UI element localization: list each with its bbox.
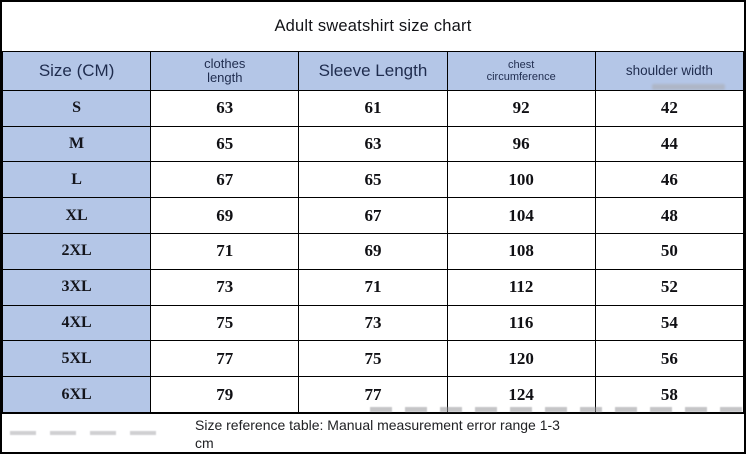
size-cell: 2XL — [2, 233, 152, 270]
clothes-length-cell: 67 — [150, 161, 300, 199]
chest-circumference-cell: 124 — [446, 376, 596, 413]
table-row: M 65 63 96 44 — [2, 125, 744, 163]
chest-circumference-cell: 100 — [446, 161, 596, 199]
table-row: 6XL 79 77 124 58 — [2, 376, 744, 413]
column-header-sleeve-length: Sleeve Length — [298, 50, 448, 91]
chest-circumference-cell: 120 — [446, 340, 596, 378]
chest-circumference-cell: 116 — [446, 304, 596, 342]
page-title: Adult sweatshirt size chart — [274, 16, 472, 35]
clothes-length-cell: 63 — [150, 89, 300, 127]
shoulder-width-cell: 46 — [594, 161, 744, 199]
size-cell: 4XL — [2, 304, 152, 342]
column-header-clothes-length-label: clothes length — [204, 55, 246, 85]
table-row: XL 69 67 104 48 — [2, 197, 744, 235]
sleeve-length-cell: 67 — [298, 197, 448, 235]
size-cell: 5XL — [2, 340, 152, 378]
column-header-clothes-length: clothes length — [150, 50, 300, 91]
size-cell: L — [2, 161, 152, 199]
table-header: Size (CM) clothes length Sleeve Length c… — [2, 50, 744, 91]
column-header-chest-circumference-label: chest circumference — [486, 58, 556, 83]
shoulder-width-cell: 54 — [594, 304, 744, 342]
table-row: 3XL 73 71 112 52 — [2, 268, 744, 306]
shoulder-width-cell: 52 — [594, 268, 744, 306]
sleeve-length-cell: 69 — [298, 233, 448, 270]
sleeve-length-cell: 73 — [298, 304, 448, 342]
header-row: Size (CM) clothes length Sleeve Length c… — [2, 50, 744, 91]
chest-circumference-cell: 92 — [446, 89, 596, 127]
sleeve-length-cell: 77 — [298, 376, 448, 413]
table-row: 5XL 77 75 120 56 — [2, 340, 744, 378]
column-header-chest-circumference: chest circumference — [446, 50, 596, 91]
table-row: L 67 65 100 46 — [2, 161, 744, 199]
column-header-shoulder-width-label: shoulder width — [625, 62, 713, 78]
table-row: S 63 61 92 42 — [2, 89, 744, 127]
column-header-size: Size (CM) — [2, 50, 152, 91]
chest-circumference-cell: 108 — [446, 233, 596, 270]
footer-note: Size reference table: Manual measurement… — [195, 417, 560, 451]
chest-circumference-cell: 104 — [446, 197, 596, 235]
size-table: Size (CM) clothes length Sleeve Length c… — [2, 50, 744, 413]
title-bar: Adult sweatshirt size chart — [2, 2, 744, 51]
watermark-smudge — [651, 83, 725, 90]
clothes-length-cell: 65 — [150, 125, 300, 163]
shoulder-width-cell: 48 — [594, 197, 744, 235]
clothes-length-cell: 77 — [150, 340, 300, 378]
column-header-sleeve-length-label: Sleeve Length — [318, 60, 428, 80]
column-header-shoulder-width: shoulder width — [594, 50, 744, 91]
table-row: 2XL 71 69 108 50 — [2, 233, 744, 270]
clothes-length-cell: 75 — [150, 304, 300, 342]
clothes-length-cell: 73 — [150, 268, 300, 306]
shoulder-width-cell: 44 — [594, 125, 744, 163]
clothes-length-cell: 69 — [150, 197, 300, 235]
table-row: 4XL 75 73 116 54 — [2, 304, 744, 342]
chest-circumference-cell: 96 — [446, 125, 596, 163]
size-cell: 3XL — [2, 268, 152, 306]
shoulder-width-cell: 42 — [594, 89, 744, 127]
shoulder-width-cell: 50 — [594, 233, 744, 270]
table-body: S 63 61 92 42 M 65 63 96 44 L 67 65 100 … — [2, 89, 744, 413]
size-cell: S — [2, 89, 152, 127]
shoulder-width-cell: 58 — [594, 376, 744, 413]
sleeve-length-cell: 61 — [298, 89, 448, 127]
footer-bar: Size reference table: Manual measurement… — [2, 413, 744, 452]
clothes-length-cell: 79 — [150, 376, 300, 413]
size-cell: 6XL — [2, 376, 152, 413]
chest-circumference-cell: 112 — [446, 268, 596, 306]
clothes-length-cell: 71 — [150, 233, 300, 270]
size-cell: XL — [2, 197, 152, 235]
sleeve-length-cell: 65 — [298, 161, 448, 199]
sleeve-length-cell: 75 — [298, 340, 448, 378]
column-header-size-label: Size (CM) — [38, 60, 115, 80]
size-cell: M — [2, 125, 152, 163]
shoulder-width-cell: 56 — [594, 340, 744, 378]
sleeve-length-cell: 71 — [298, 268, 448, 306]
sleeve-length-cell: 63 — [298, 125, 448, 163]
